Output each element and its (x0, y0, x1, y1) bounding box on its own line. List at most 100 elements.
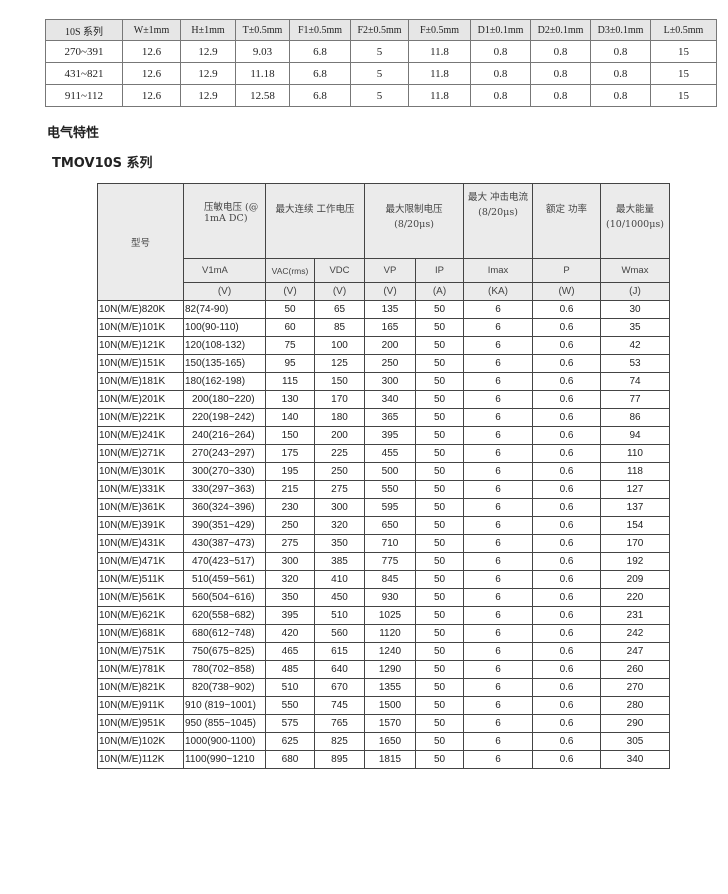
unit-cell: (V) (364, 282, 416, 301)
symbol-row: V1mA VAC(rms) VDC VP IP Imax P Wmax (98, 258, 671, 283)
table-cell: 6 (463, 444, 534, 463)
table-cell: 465 (265, 642, 315, 661)
table-cell: 1500 (364, 696, 416, 715)
table-cell: 1240 (364, 642, 416, 661)
table-row: 10N(M/E)471K 470(423~517) 300 385 775 50 6 0.6 1… (97, 552, 671, 571)
table-cell: 150(135-165) (183, 354, 266, 373)
unit-cell: (W) (532, 282, 602, 301)
table-cell: 50 (414, 426, 465, 445)
unit-row: (V) (V) (V) (V) (A) (KA) (W) (J) (98, 282, 671, 301)
symbol-cell: V1mA (183, 258, 266, 283)
table-cell: 12.9 (180, 62, 236, 85)
table-cell: 0.6 (532, 444, 602, 463)
table-cell: 6 (463, 732, 534, 751)
table-cell: 0.8 (470, 62, 531, 85)
table-cell: 6 (463, 606, 534, 625)
table-cell: 85 (314, 318, 365, 337)
table-cell: 365 (364, 408, 416, 427)
table-row: 270~391 12.6 12.9 9.03 6.8 5 11.8 0.8 0.8 0.8 15 (45, 40, 717, 63)
table-cell: 50 (414, 552, 465, 571)
table-cell: 510 (314, 606, 365, 625)
table-cell: 575 (265, 714, 315, 733)
unit-cell: (A) (414, 282, 465, 301)
table-cell: 50 (414, 480, 465, 499)
table-cell: 12.58 (235, 84, 290, 107)
table-cell: 115 (265, 372, 315, 391)
table-cell: 209 (600, 570, 671, 589)
table-cell: 510 (265, 678, 315, 697)
symbol-cell: VDC (314, 258, 365, 283)
table-cell: 50 (414, 336, 465, 355)
table-cell: 6 (463, 642, 534, 661)
series-title: TMOV10S 系列 (52, 156, 153, 171)
table-cell: 120(108-132) (183, 336, 266, 355)
table-cell: 0.8 (470, 84, 531, 107)
table-cell: 50 (414, 588, 465, 607)
table-cell: 175 (265, 444, 315, 463)
table-cell: 12.9 (180, 84, 236, 107)
table-cell: 50 (414, 516, 465, 535)
table-row: 10N(M/E)201K 200(180~220) 130 170 340 50 6 0.6 7… (97, 390, 671, 409)
table-cell: 560 (314, 624, 365, 643)
table-row: 10N(M/E)241K 240(216~264) 150 200 395 50 6 0.6 9… (97, 426, 671, 445)
table-cell: 125 (314, 354, 365, 373)
table-cell: 455 (364, 444, 416, 463)
model-cell: 10N(M/E)102K (97, 732, 184, 751)
table-cell: 845 (364, 570, 416, 589)
table-cell: 65 (314, 300, 365, 319)
table-row: 10N(M/E)511K 510(459~561) 320 410 845 50 6 0.6 2… (97, 570, 671, 589)
table-cell: 360(324~396) (183, 498, 266, 517)
table-cell: 11.8 (408, 40, 471, 63)
table-cell: 154 (600, 516, 671, 535)
table-cell: 35 (600, 318, 671, 337)
table-cell: 710 (364, 534, 416, 553)
table-cell: 615 (314, 642, 365, 661)
table-cell: 270 (600, 678, 671, 697)
table-cell: 510(459~561) (183, 570, 266, 589)
table-cell: 290 (600, 714, 671, 733)
column-header: W±1mm (122, 19, 181, 41)
table-cell: 6 (463, 336, 534, 355)
table-cell: 170 (600, 534, 671, 553)
table-cell: 165 (364, 318, 416, 337)
table-cell: 150 (265, 426, 315, 445)
table-cell: 0.6 (532, 372, 602, 391)
table-cell: 11.8 (408, 84, 471, 107)
table-cell: 200(180~220) (183, 390, 266, 409)
table-cell: 395 (265, 606, 315, 625)
table-cell: 215 (265, 480, 315, 499)
table-cell: 0.6 (532, 390, 602, 409)
model-cell: 10N(M/E)112K (97, 750, 184, 769)
model-cell: 10N(M/E)820K (97, 300, 184, 319)
table-cell: 330(297~363) (183, 480, 266, 499)
table-cell: 395 (364, 426, 416, 445)
table-cell: 270(243~297) (183, 444, 266, 463)
symbol-cell: IP (414, 258, 465, 283)
table-cell: 1650 (364, 732, 416, 751)
section-title: 电气特性 (47, 126, 100, 141)
table-cell: 0.6 (532, 696, 602, 715)
table-cell: 260 (600, 660, 671, 679)
symbol-cell: VAC(rms) (265, 258, 315, 283)
table-cell: 242 (600, 624, 671, 643)
table-cell: 247 (600, 642, 671, 661)
table-cell: 50 (414, 534, 465, 553)
table-row: 10N(M/E)102K 1000(900-1100) 625 825 1650 50 6 0… (97, 732, 671, 751)
model-cell: 10N(M/E)951K (97, 714, 184, 733)
table-cell: 6 (463, 624, 534, 643)
table-cell: 15 (650, 40, 717, 63)
model-cell: 10N(M/E)561K (97, 588, 184, 607)
model-cell: 10N(M/E)151K (97, 354, 184, 373)
table-cell: 6 (463, 390, 534, 409)
table-cell: 0.6 (532, 750, 602, 769)
table-cell: 910 (819~1001) (183, 696, 266, 715)
table-cell: 50 (414, 660, 465, 679)
table-cell: 0.8 (530, 40, 591, 63)
symbol-cell: VP (364, 258, 416, 283)
column-header: F2±0.5mm (350, 19, 409, 41)
table-cell: 12.9 (180, 40, 236, 63)
model-cell: 10N(M/E)361K (97, 498, 184, 517)
table-cell: 595 (364, 498, 416, 517)
table-row: 10N(M/E)820K 82(74-90) 50 65 135 50 6 0.6 30 (97, 300, 671, 319)
model-cell: 10N(M/E)621K (97, 606, 184, 625)
